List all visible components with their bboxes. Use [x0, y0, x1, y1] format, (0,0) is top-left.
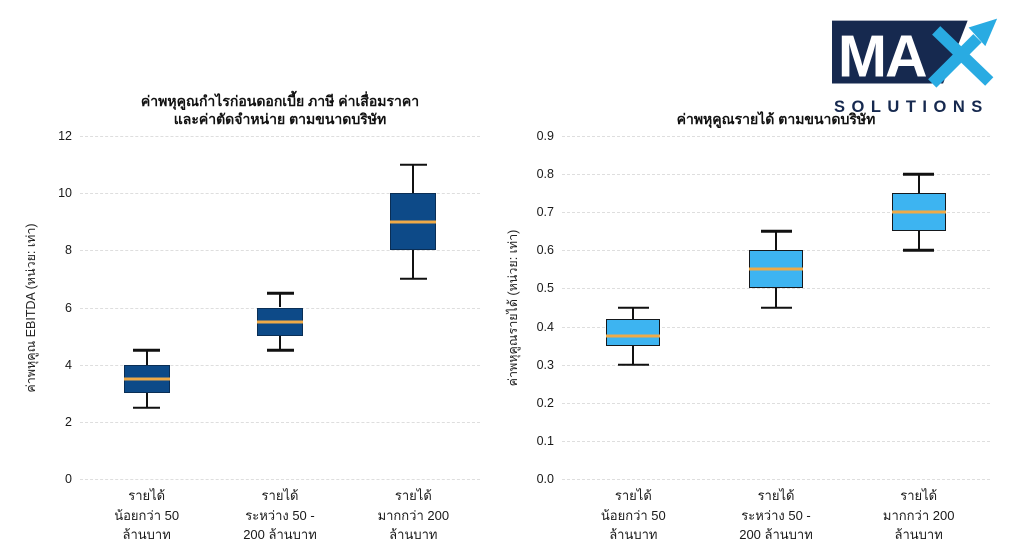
- whisker-cap: [903, 249, 935, 252]
- logo-arrow-head-icon: [968, 18, 998, 47]
- plot-area: [80, 136, 480, 480]
- gridline: [80, 421, 480, 423]
- x-category-label: รายได้ มากกว่า 200 ล้านบาท: [882, 488, 955, 542]
- whisker-line: [775, 231, 777, 251]
- gridline: [80, 136, 480, 137]
- gridline: [80, 479, 480, 480]
- gridline: [562, 136, 990, 137]
- y-axis-ticks: 0 2 4 6 8 10 12: [44, 129, 80, 486]
- whisker-cap: [399, 163, 427, 166]
- whisker-cap: [760, 306, 792, 309]
- whisker-line: [279, 293, 281, 308]
- logo-x-ascending-stroke-icon: [928, 34, 982, 88]
- gridline: [562, 479, 990, 480]
- y-tick-label: 0.9: [536, 129, 554, 143]
- x-category-label: รายได้ มากกว่า 200 ล้านบาท: [377, 488, 450, 542]
- whisker-line: [917, 174, 920, 194]
- x-category-label: รายได้ น้อยกว่า 50 ล้านบาท: [600, 488, 666, 542]
- whisker-line: [775, 288, 777, 308]
- whisker-line: [145, 350, 148, 365]
- median-line: [749, 267, 803, 271]
- y-tick-label: 0.5: [536, 281, 554, 296]
- whisker-line: [412, 164, 415, 194]
- gridline: [562, 402, 990, 404]
- whisker-line: [279, 336, 281, 351]
- gridline: [80, 250, 480, 252]
- logo-text-ma: MA: [838, 25, 927, 90]
- x-axis-labels: รายได้ น้อยกว่า 50 ล้านบาท รายได้ ระหว่าง…: [562, 486, 990, 545]
- y-axis-label: ค่าพหุคูณ EBITDA (หน่วย: เท่า): [18, 136, 44, 479]
- y-tick-label: 0.6: [536, 243, 554, 258]
- gridline: [562, 212, 990, 214]
- y-tick-label: 0.1: [536, 433, 554, 448]
- y-tick-label: 0.7: [536, 205, 554, 220]
- whisker-line: [917, 231, 920, 251]
- x-category-label: รายได้ ระหว่าง 50 - 200 ล้านบาท: [243, 488, 317, 542]
- y-tick-label: 0.3: [536, 357, 554, 372]
- y-tick-label: 10: [58, 186, 72, 201]
- box: [606, 318, 661, 346]
- x-axis-labels: รายได้ น้อยกว่า 50 ล้านบาท รายได้ ระหว่าง…: [80, 486, 480, 545]
- x-category-label: รายได้ ระหว่าง 50 - 200 ล้านบาท: [739, 488, 813, 542]
- chart-title: ค่าพหุคูณกำไรก่อนดอกเบี้ย ภาษี ค่าเสื่อม…: [140, 93, 420, 127]
- chart-ebitda-multiple: ค่าพหุคูณกำไรก่อนดอกเบี้ย ภาษี ค่าเสื่อม…: [18, 80, 480, 545]
- whisker-cap: [133, 349, 161, 352]
- median-line: [606, 334, 661, 338]
- whisker-cap: [617, 363, 649, 366]
- median-line: [891, 210, 946, 214]
- max-solutions-logo: MA SOLUTIONS: [832, 16, 1004, 117]
- whisker-cap: [266, 291, 294, 295]
- gridline: [80, 193, 480, 195]
- y-tick-label: 8: [65, 243, 72, 258]
- max-logo-mark: MA: [832, 18, 998, 90]
- whisker-cap: [903, 172, 935, 176]
- gridline: [562, 440, 990, 442]
- y-tick-label: 0: [65, 472, 72, 486]
- median-line: [390, 220, 437, 224]
- y-axis-label: ค่าพหุคูณรายได้ (หน่วย: เท่า): [500, 136, 526, 479]
- x-category-label: รายได้ น้อยกว่า 50 ล้านบาท: [114, 488, 180, 542]
- plot-area: [562, 136, 990, 480]
- logo-navy-box: [832, 20, 968, 84]
- y-tick-label: 4: [65, 357, 72, 372]
- whisker-line: [145, 393, 148, 408]
- gridline: [562, 364, 990, 366]
- gridline: [562, 326, 990, 328]
- y-tick-label: 0.2: [536, 395, 554, 410]
- whisker-line: [632, 307, 635, 319]
- median-line: [123, 377, 170, 381]
- y-tick-label: 0.0: [536, 472, 554, 486]
- chart-title: ค่าพหุคูณรายได้ ตามขนาดบริษัท: [676, 110, 876, 127]
- whisker-cap: [760, 230, 792, 233]
- whisker-line: [412, 250, 415, 279]
- whisker-line: [632, 345, 635, 365]
- median-line: [257, 320, 303, 324]
- y-axis-label-text: ค่าพหุคูณรายได้ (หน่วย: เท่า): [506, 229, 520, 386]
- chart-revenue-multiple: ค่าพหุคูณรายได้ ตามขนาดบริษัท ค่าพหุคูณร…: [500, 80, 990, 545]
- logo-text-solutions: SOLUTIONS: [834, 98, 989, 116]
- y-tick-label: 0.8: [536, 167, 554, 182]
- whisker-cap: [266, 349, 294, 352]
- y-axis-ticks: 0.0 0.1 0.2 0.3 0.4 0.5 0.6 0.7 0.8 0.9: [526, 129, 562, 486]
- y-tick-label: 2: [65, 414, 72, 429]
- whisker-cap: [617, 306, 649, 309]
- whisker-cap: [399, 277, 427, 281]
- y-axis-label-text: ค่าพหุคูณ EBITDA (หน่วย: เท่า): [24, 222, 38, 393]
- whisker-cap: [133, 406, 161, 409]
- y-tick-label: 0.4: [536, 319, 554, 334]
- y-tick-label: 6: [65, 300, 72, 315]
- gridline: [80, 364, 480, 366]
- y-tick-label: 12: [58, 129, 72, 143]
- gridline: [562, 174, 990, 176]
